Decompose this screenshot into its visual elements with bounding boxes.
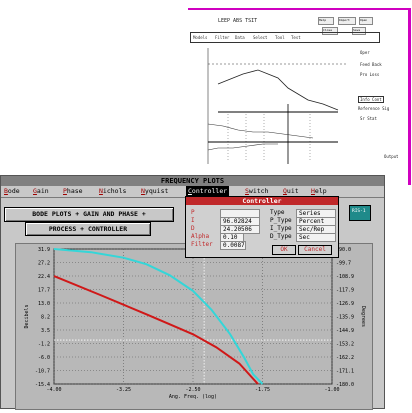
menu-help[interactable]: Help bbox=[311, 187, 327, 195]
menu-quit[interactable]: Quit bbox=[283, 187, 299, 195]
thumb-label-oper: Oper bbox=[360, 50, 370, 55]
y-left-tick-label: -10.7 bbox=[35, 369, 50, 375]
process-controller-button[interactable]: PROCESS + CONTROLLER bbox=[25, 222, 151, 236]
thumb-menu-models[interactable]: Models bbox=[193, 35, 208, 40]
y-right-tick-label: -171.1 bbox=[336, 369, 354, 375]
thumb-label-feedback: Feed Back bbox=[360, 62, 382, 67]
y-right-tick-label: -117.9 bbox=[336, 288, 354, 294]
thumb-save-button[interactable]: Save bbox=[352, 27, 366, 35]
y-left-tick-label: 22.4 bbox=[38, 274, 50, 280]
y-right-tick-label: -108.9 bbox=[336, 274, 354, 280]
menu-phase[interactable]: Phase bbox=[63, 187, 83, 195]
y-left-tick-label: 17.7 bbox=[38, 288, 50, 294]
thumb-menubar: Models Filter Data Select Tool Test bbox=[190, 32, 380, 43]
bode-plots-button[interactable]: BODE PLOTS + GAIN AND PHASE + bbox=[4, 207, 174, 222]
window-title: FREQUENCY PLOTS bbox=[1, 176, 384, 186]
y-right-axis-label: Degrees bbox=[360, 306, 366, 327]
y-left-axis-label: Decibels bbox=[24, 304, 30, 328]
y-right-tick-label: -126.9 bbox=[336, 301, 354, 307]
type-label: Type bbox=[270, 209, 285, 216]
menu-switch[interactable]: Switch bbox=[245, 187, 269, 195]
ris-icon[interactable]: RIS-1 bbox=[349, 205, 371, 221]
menu-nichols[interactable]: Nichols bbox=[99, 187, 127, 195]
d-label: D bbox=[191, 225, 195, 232]
thumb-plot bbox=[207, 48, 348, 164]
x-tick-label: -2.50 bbox=[185, 387, 200, 393]
controller-dialog: Controller P I 96.02824 D 24.20506 Alpha… bbox=[185, 196, 339, 258]
alpha-label: Alpha bbox=[191, 233, 210, 240]
y-left-tick-label: -15.4 bbox=[35, 382, 50, 388]
menu-controller[interactable]: Controller bbox=[186, 186, 230, 197]
y-left-tick-label: -6.0 bbox=[38, 355, 50, 361]
y-right-tick-label: -180.0 bbox=[336, 382, 354, 388]
thumb-label-proloss: Pro Loss bbox=[360, 72, 380, 77]
thumb-close-button[interactable]: Close bbox=[322, 27, 338, 35]
x-axis-label: Ang. Freq. (log) bbox=[169, 394, 217, 400]
menu-nyquist[interactable]: Nyquist bbox=[141, 187, 169, 195]
y-left-tick-label: 3.5 bbox=[41, 328, 50, 334]
y-left-tick-label: 13.0 bbox=[38, 301, 50, 307]
controller-dialog-title: Controller bbox=[186, 197, 338, 205]
phase-series-line bbox=[53, 248, 264, 385]
filter-label: Filter bbox=[191, 241, 213, 248]
thumb-open-button[interactable]: Open bbox=[359, 17, 373, 25]
thumb-menu-tool[interactable]: Tool bbox=[275, 35, 285, 40]
thumb-menu-filter[interactable]: Filter bbox=[215, 35, 230, 40]
thumb-label-refsig: Reference Sig bbox=[358, 106, 390, 111]
thumb-menu-data[interactable]: Data bbox=[235, 35, 245, 40]
y-left-tick-label: 8.2 bbox=[41, 315, 50, 321]
cancel-button[interactable]: Cancel bbox=[298, 245, 332, 255]
y-right-tick-label: -162.2 bbox=[336, 355, 354, 361]
y-right-tick-label: -99.7 bbox=[336, 261, 351, 267]
menu-gain[interactable]: Gain bbox=[33, 187, 49, 195]
y-right-tick-label: -153.2 bbox=[336, 342, 354, 348]
thumb-menu-test[interactable]: Test bbox=[291, 35, 301, 40]
x-tick-label: -3.25 bbox=[116, 387, 131, 393]
background-window-title: LEEP ABS TSIT bbox=[218, 18, 258, 24]
itype-label: I_Type bbox=[270, 225, 292, 232]
plot-frame: 31.9 27.2 22.4 17.7 13.0 8.2 3.5 -1.2 -6.0 -10.7 -… bbox=[15, 243, 373, 410]
thumb-menu-select[interactable]: Select bbox=[253, 35, 268, 40]
gain-series-line bbox=[53, 275, 259, 385]
x-tick-label: -1.00 bbox=[324, 387, 339, 393]
y-right-tick-label: -144.9 bbox=[336, 328, 354, 334]
filter-field[interactable]: 0.0087 bbox=[220, 241, 246, 250]
y-left-tick-label: 27.2 bbox=[38, 261, 50, 267]
thumb-label-infocont[interactable]: Info Cont bbox=[358, 96, 384, 103]
thumb-label-output: Output bbox=[384, 154, 399, 159]
thumb-label-srstat: Sr Stat bbox=[360, 116, 377, 121]
background-window: LEEP ABS TSIT Help Import Open Close Sav… bbox=[188, 8, 411, 185]
p-label: P bbox=[191, 209, 195, 216]
dtype-field[interactable]: Sec bbox=[296, 233, 336, 242]
y-left-tick-label: 31.9 bbox=[38, 247, 50, 253]
thumb-import-button[interactable]: Import bbox=[338, 17, 356, 25]
ptype-label: P_Type bbox=[270, 217, 292, 224]
x-tick-label: -4.00 bbox=[46, 387, 61, 393]
ok-button[interactable]: OK bbox=[272, 245, 296, 255]
y-left-tick-label: -1.2 bbox=[38, 342, 50, 348]
menu-bode[interactable]: Bode bbox=[4, 187, 20, 195]
thumb-help-button[interactable]: Help bbox=[318, 17, 334, 25]
dtype-label: D_Type bbox=[270, 233, 292, 240]
y-right-tick-label: -135.9 bbox=[336, 315, 354, 321]
i-label: I bbox=[191, 217, 195, 224]
y-right-tick-label: -90.0 bbox=[336, 247, 351, 253]
x-tick-label: -1.75 bbox=[255, 387, 270, 393]
bode-chart: 31.9 27.2 22.4 17.7 13.0 8.2 3.5 -1.2 -6.0 -10.7 -… bbox=[24, 247, 366, 400]
